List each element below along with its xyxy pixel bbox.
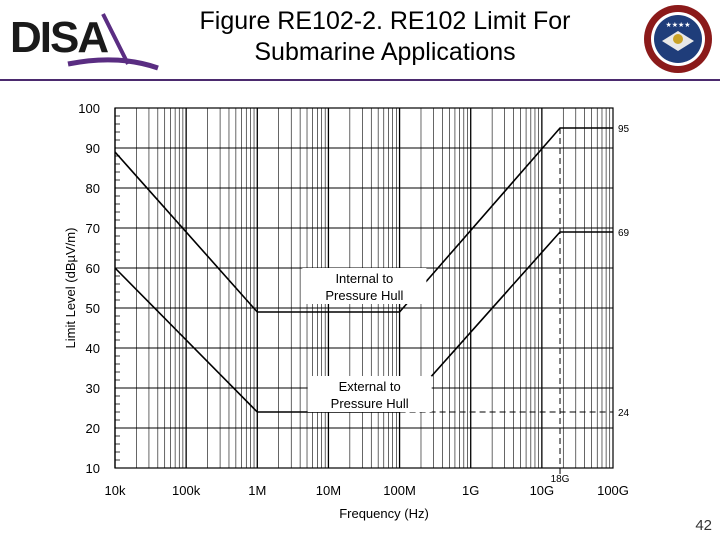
x-tick-label: 1M: [248, 483, 266, 498]
y-tick-label: 10: [86, 461, 100, 476]
y-tick-label: 20: [86, 421, 100, 436]
disa-logo: DISA: [10, 13, 159, 71]
annotation-24: 24: [618, 408, 630, 419]
x-tick-label: 100G: [597, 483, 629, 498]
annotation-69: 69: [618, 228, 630, 239]
chart-ticks: 10k 100k 1M 10M 100M 1G 10G 100G 10 20 30 40 50 60 70 8…: [78, 101, 629, 498]
x-tick-label: 10k: [105, 483, 126, 498]
y-tick-label: 30: [86, 381, 100, 396]
svg-text:DISA: DISA: [10, 13, 108, 62]
annotation-18g: 18G: [551, 474, 570, 485]
x-tick-label: 10M: [316, 483, 341, 498]
series-label-2-line2: Pressure Hull: [331, 396, 409, 411]
y-tick-label: 60: [86, 261, 100, 276]
annotation-95: 95: [618, 124, 630, 135]
re102-limit-chart: 10k 100k 1M 10M 100M 1G 10G 100G 10 20 30 40 50 60 70 8…: [63, 101, 630, 521]
title-line-2: Submarine Applications: [254, 38, 516, 66]
y-tick-label: 80: [86, 181, 100, 196]
x-tick-label: 100k: [172, 483, 201, 498]
agency-seal-icon: ★★★★: [644, 5, 712, 73]
x-axis-label: Frequency (Hz): [339, 506, 429, 521]
chart-annotations: 95 69 24 18G Internal to Pressure Hull Externa…: [302, 124, 630, 485]
header-divider: [0, 79, 720, 81]
series-label-1-line2: Pressure Hull: [325, 288, 403, 303]
x-tick-label: 1G: [462, 483, 479, 498]
y-tick-label: 50: [86, 301, 100, 316]
y-tick-label: 40: [86, 341, 100, 356]
y-tick-label: 70: [86, 221, 100, 236]
title-line-1: Figure RE102-2. RE102 Limit For: [199, 7, 571, 35]
svg-text:★★★★: ★★★★: [665, 21, 690, 29]
series-label-2-line1: External to: [339, 379, 401, 394]
series-label-bg-1: [302, 268, 427, 304]
y-tick-label: 100: [78, 101, 100, 116]
series-label-bg-2: [307, 376, 432, 412]
page-number: 42: [695, 517, 712, 534]
series-line-1: [114, 127, 613, 313]
plot-frame: [114, 107, 614, 469]
slide-title: Figure RE102-2. RE102 Limit For Submarin…: [160, 6, 610, 68]
x-tick-label: 10G: [530, 483, 555, 498]
x-tick-label: 100M: [383, 483, 416, 498]
y-axis-label: Limit Level (dBµV/m): [63, 228, 78, 349]
y-tick-label: 90: [86, 141, 100, 156]
series-label-1-line1: Internal to: [335, 271, 393, 286]
slide-header: DISA Figure RE102-2. RE102 Limit For Sub…: [0, 0, 720, 80]
